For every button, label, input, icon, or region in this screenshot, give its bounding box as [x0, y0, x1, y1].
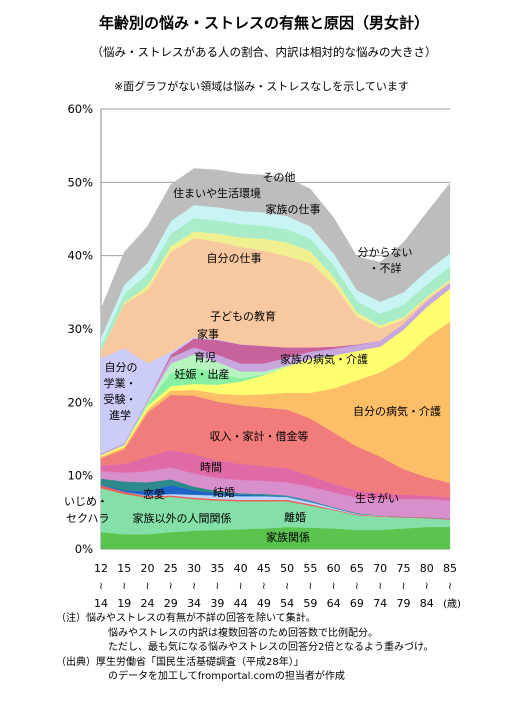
x-tick-label-bottom: 54	[280, 597, 294, 610]
x-tick-tilde: ≀	[169, 581, 173, 592]
x-tick-label-top: 70	[373, 562, 387, 575]
y-tick-label: 50%	[67, 175, 93, 189]
area-label-own_illness: 自分の病気・介護	[353, 404, 441, 418]
x-tick-label-bottom: 34	[187, 597, 201, 610]
x-tick-label-bottom: 29	[164, 597, 178, 610]
x-tick-label-top: 20	[141, 562, 155, 575]
area-label-other: その他	[263, 171, 296, 184]
area-label-bullying: いじめ・	[64, 495, 108, 508]
x-tick-label-top: 65	[350, 562, 364, 575]
x-tick-tilde: ≀	[146, 581, 150, 592]
x-tick-label-top: 15	[117, 562, 131, 575]
y-tick-label: 40%	[67, 249, 93, 263]
area-label-love: 恋愛	[143, 487, 165, 501]
x-tick-label-top: 12	[94, 562, 108, 575]
x-tick-label-top: 45	[257, 562, 271, 575]
footnotes: （注）悩みやストレスの有無が不詳の回答を除いて集計。 悩みやストレスの内訳は複数…	[56, 612, 434, 685]
x-tick-label-top: 75	[396, 562, 410, 575]
x-tick-label-top: 55	[303, 562, 317, 575]
area-分からない・不詳	[100, 168, 451, 338]
y-tick-label: 20%	[67, 395, 93, 409]
footnote-2: 悩みやストレスの内訳は複数回答のため回答数で比例配分。	[108, 627, 378, 639]
x-tick-label-bottom: 24	[141, 597, 155, 610]
x-tick-tilde: ≀	[355, 581, 359, 592]
x-tick-label-bottom: 84	[420, 597, 434, 610]
x-tick-label-top: 85	[443, 562, 457, 575]
x-tick-tilde: ≀	[448, 581, 452, 592]
x-tick-label-bottom: 74	[373, 597, 387, 610]
footnote-1: （注）悩みやストレスの有無が不詳の回答を除いて集計。	[56, 613, 316, 624]
area-label-living: 住まいや生活環境	[173, 186, 261, 200]
x-tick-label-top: 80	[420, 562, 434, 575]
chart-note: ※面グラフがない領域は悩み・ストレスなしを示しています	[114, 80, 409, 93]
x-tick-label-top: 30	[187, 562, 201, 575]
footnote-4: （出典）厚生労働省「国民生活基礎調査（平成28年）」	[56, 656, 304, 668]
area-labels: 家族関係 家族以外の人間関係 いじめ・セクハラ 離婚 結婚 恋愛 生きがい 時間 収入・家計・借…	[64, 171, 441, 544]
area-label-income: 収入・家計・借金等	[210, 429, 309, 443]
area-label-divorce: 離婚	[284, 510, 306, 524]
area-label-unknown1: 分からない	[358, 246, 413, 259]
area-label-time: 時間	[200, 461, 222, 474]
area-label-ikigai: 生きがい	[355, 491, 399, 505]
area-label-other_relations: 家族以外の人間関係	[133, 511, 232, 525]
x-tick-label-bottom: 59	[303, 597, 317, 610]
area-label-family_relations: 家族関係	[266, 530, 310, 544]
x-tick-tilde: ≀	[192, 581, 196, 592]
x-tick-label-top: 60	[327, 562, 341, 575]
x-tick-tilde: ≀	[239, 581, 243, 592]
x-tick-tilde: ≀	[262, 581, 266, 592]
area-label-family_illness: 家族の病気・介護	[280, 352, 368, 366]
area-label-bullying2: セクハラ	[66, 512, 109, 525]
area-label-pregnancy: 妊娠・出産	[175, 367, 230, 381]
x-tick-label-top: 50	[280, 562, 294, 575]
y-tick-label: 30%	[67, 322, 93, 336]
x-axis-ticks: 12 ≀ 14 15 ≀ 19 20 ≀ 24 25 ≀ 29 30 ≀ 34 35 ≀ 39 40 ≀ 44 45 ≀ 49…	[94, 562, 461, 610]
x-tick-label-bottom: 64	[327, 597, 341, 610]
x-tick-label-bottom: 39	[210, 597, 224, 610]
area-label-unknown2: ・不詳	[369, 261, 402, 275]
y-tick-label: 60%	[67, 102, 93, 116]
area-label-housework: 家事	[197, 327, 219, 341]
y-tick-label: 0%	[75, 542, 93, 556]
x-tick-tilde: ≀	[309, 581, 313, 592]
chart-title: 年齢別の悩み・ストレスの有無と原因（男女計）	[98, 14, 429, 32]
area-label-study3: 受験・	[104, 392, 137, 406]
x-tick-label-top: 25	[164, 562, 178, 575]
x-unit-label: (歳)	[443, 598, 461, 610]
footnote-3: ただし、最も気になる悩みやストレスの回答分2倍となるよう重みづけ。	[108, 642, 434, 653]
area-label-own_work: 自分の仕事	[207, 252, 262, 265]
area-label-marriage: 結婚	[213, 485, 235, 499]
x-tick-tilde: ≀	[378, 581, 382, 592]
x-tick-label-top: 40	[234, 562, 248, 575]
area-label-education: 子どもの教育	[210, 309, 276, 323]
x-tick-label-top: 35	[210, 562, 224, 575]
y-tick-label: 10%	[67, 469, 93, 483]
area-label-family_work: 家族の仕事	[266, 202, 321, 216]
x-tick-tilde: ≀	[215, 581, 219, 592]
footnote-5: のデータを加工してfromportal.comの担当者が作成	[108, 671, 345, 682]
x-tick-label-bottom: 49	[257, 597, 271, 610]
x-tick-label-bottom: 19	[117, 597, 131, 610]
area-chart: 0% 10% 20% 30% 40% 50% 60% 12 ≀ 14 15 ≀ 19 20 ≀ 24 25 ≀ 2…	[64, 102, 461, 610]
x-tick-tilde: ≀	[425, 581, 429, 592]
x-tick-label-bottom: 79	[396, 597, 410, 610]
y-axis-ticks: 0% 10% 20% 30% 40% 50% 60%	[67, 102, 93, 556]
x-tick-label-bottom: 69	[350, 597, 364, 610]
x-tick-label-bottom: 44	[234, 597, 248, 610]
x-tick-tilde: ≀	[332, 581, 336, 592]
x-tick-label-bottom: 14	[94, 597, 108, 610]
area-series	[100, 168, 451, 550]
chart-subtitle: （悩み・ストレスがある人の割合、内訳は相対的な悩みの大きさ）	[91, 45, 437, 59]
area-label-childcare: 育児	[194, 350, 216, 364]
x-tick-tilde: ≀	[122, 581, 126, 592]
area-label-study4: 進学	[109, 408, 131, 422]
x-tick-tilde: ≀	[285, 581, 289, 592]
area-label-study1: 自分の	[105, 361, 138, 374]
area-label-study2: 学業・	[104, 376, 137, 390]
x-tick-tilde: ≀	[402, 581, 406, 592]
x-tick-tilde: ≀	[99, 581, 103, 592]
